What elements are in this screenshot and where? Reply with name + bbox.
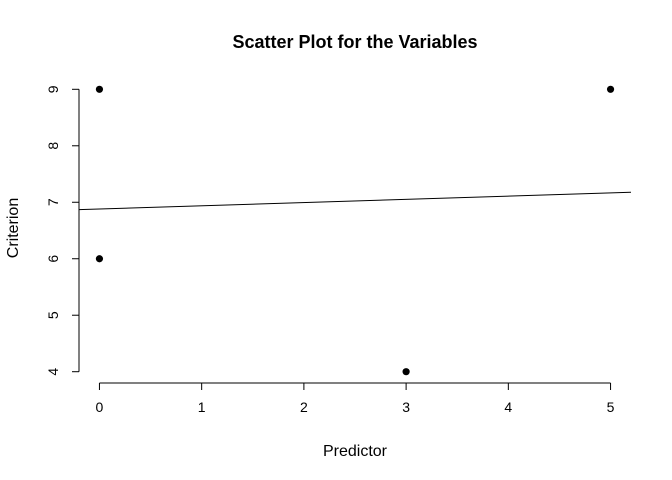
x-axis: 0 1 2 3 4 5 [96, 382, 615, 415]
y-tick-label: 5 [45, 311, 61, 319]
x-tick-label: 0 [96, 399, 104, 415]
y-axis: 4 5 6 7 8 9 [45, 85, 80, 376]
y-tick-label: 8 [45, 142, 61, 150]
x-tick-label: 2 [300, 399, 308, 415]
data-point [95, 85, 104, 93]
x-tick-label: 1 [198, 399, 206, 415]
x-tick-label: 5 [607, 399, 615, 415]
chart-title: Scatter Plot for the Variables [232, 32, 477, 52]
x-tick-label: 3 [402, 399, 410, 415]
y-tick-label: 9 [45, 85, 61, 93]
y-tick-label: 6 [45, 255, 61, 263]
x-axis-label: Predictor [323, 443, 388, 460]
x-tick-label: 4 [504, 399, 512, 415]
plot-area [78, 85, 632, 376]
data-point [606, 85, 615, 93]
y-axis-label: Criterion [5, 198, 22, 258]
regression-line [78, 191, 632, 211]
data-point [95, 255, 104, 263]
y-tick-label: 4 [45, 368, 61, 376]
data-point [402, 368, 410, 376]
y-tick-label: 7 [45, 198, 61, 206]
